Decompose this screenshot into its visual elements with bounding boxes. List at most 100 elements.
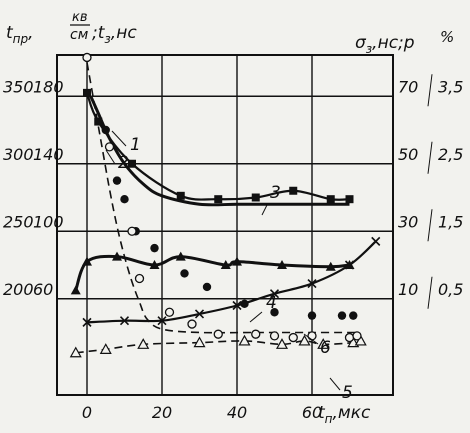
curve-label-5: 5	[342, 383, 353, 403]
y-tick-inner-left-0: 180	[33, 77, 64, 96]
data-point-3-3	[149, 260, 160, 269]
data-point-5-3	[194, 309, 205, 319]
y-tick-inner-left-3: 60	[33, 280, 53, 299]
left-axis-header-rest: ;tз,нс	[92, 23, 137, 46]
data-point-7-1	[104, 142, 115, 152]
series-line-3	[85, 92, 350, 201]
data-point-7-10	[307, 331, 317, 341]
right-axis-header: σз,нс;p	[355, 33, 415, 56]
curve-label-2: 2	[118, 153, 129, 173]
data-point-2-1	[94, 117, 103, 126]
series-line-4	[74, 254, 350, 291]
data-point-6-4	[150, 243, 159, 253]
data-point-2-5	[251, 193, 260, 202]
curve-label-1: 1	[130, 135, 141, 155]
curve-leader-1	[111, 130, 127, 147]
data-point-2-0	[83, 88, 91, 97]
series-line-6	[86, 240, 377, 324]
data-point-3-0	[70, 285, 81, 295]
data-point-5-2	[157, 316, 167, 326]
curve-leader-6	[303, 333, 319, 345]
data-point-5-4	[232, 300, 242, 311]
data-point-3-6	[232, 256, 242, 266]
data-point-6-0	[101, 125, 110, 135]
y-tick-right2-0: 3,5	[438, 77, 463, 96]
curve-label-3: 3	[270, 183, 281, 203]
data-point-6-2	[120, 194, 129, 204]
data-point-7-2	[127, 226, 137, 236]
data-point-2-4	[214, 195, 223, 204]
plot-frame	[56, 54, 394, 396]
data-point-7-11	[344, 332, 355, 343]
y-tick-right2-3: 0,5	[438, 280, 463, 299]
y-tick-right2-1: 2,5	[438, 145, 463, 164]
tick-layer: 0 20 40 60 350 180 70 3,5 300 140 50 2,5 250 100 30 1,5…	[3, 74, 463, 422]
data-point-2-2	[128, 159, 136, 168]
left-axis-header: tпр,	[6, 23, 34, 46]
data-point-4-2	[137, 338, 150, 349]
data-point-5-5	[269, 289, 280, 299]
y-tick-inner-left-1: 140	[33, 145, 64, 164]
right-axis-header-percent: %	[440, 28, 454, 46]
data-point-3-1	[82, 256, 92, 266]
curve-leader-2	[105, 149, 116, 165]
series-layer	[74, 62, 377, 354]
y-tick-right2-2: 1,5	[438, 212, 463, 231]
x-tick-label-1: 20	[152, 403, 172, 422]
data-point-5-0	[82, 317, 92, 327]
grid	[56, 54, 394, 396]
data-point-2-7	[326, 195, 335, 204]
data-point-6-10	[337, 311, 347, 320]
data-point-7-5	[187, 319, 197, 329]
data-point-6-9	[307, 311, 317, 320]
data-point-7-0	[82, 52, 92, 63]
data-point-7-9	[288, 332, 298, 343]
curve-leader-4	[249, 311, 263, 323]
data-point-3-2	[112, 251, 122, 261]
data-point-2-6	[289, 186, 298, 195]
x-tick-label-2: 40	[227, 403, 247, 422]
y-tick-outer-left-2: 250	[3, 212, 34, 231]
data-point-6-1	[112, 176, 122, 185]
y-tick-right-mark-3	[427, 276, 433, 309]
data-point-7-8	[269, 331, 280, 341]
y-tick-right1-0: 70	[398, 77, 418, 96]
data-point-2-3	[176, 191, 185, 200]
y-tick-right1-1: 50	[398, 145, 418, 164]
data-point-3-5	[220, 260, 231, 269]
data-point-7-4	[164, 307, 175, 317]
data-point-4-1	[99, 343, 112, 354]
data-point-2-8	[345, 195, 354, 204]
y-tick-right1-3: 10	[398, 280, 418, 299]
data-point-6-5	[180, 269, 189, 278]
data-point-3-4	[175, 251, 186, 261]
curve-leader-3	[261, 204, 268, 216]
data-point-4-4	[238, 334, 251, 346]
x-axis-label: tп,мкс	[318, 403, 371, 426]
curve-leader-5	[329, 377, 341, 391]
left-axis-header-frac-num: кв	[72, 10, 88, 25]
data-point-6-8	[270, 308, 279, 317]
data-point-6-7	[240, 299, 249, 309]
data-point-6-6	[202, 282, 212, 292]
series-line-5	[75, 340, 361, 354]
data-point-5-8	[371, 236, 381, 246]
y-tick-outer-left-0: 350	[3, 77, 34, 96]
x-tick-label-0: 0	[82, 403, 92, 422]
curve-label-6: 6	[320, 338, 331, 358]
x-tick-label-3: 60	[302, 403, 322, 422]
y-tick-right1-2: 30	[398, 212, 418, 231]
data-point-7-6	[213, 329, 223, 339]
data-point-5-7	[344, 260, 355, 270]
data-point-3-8	[325, 261, 336, 271]
data-point-6-11	[349, 311, 358, 320]
data-point-4-7	[317, 338, 330, 349]
y-tick-right-mark-2	[427, 209, 433, 242]
data-point-4-9	[354, 334, 367, 346]
y-tick-right-mark-0	[427, 74, 433, 107]
marker-layer	[69, 52, 381, 358]
data-point-7-12	[352, 331, 362, 341]
data-point-3-7	[277, 260, 287, 269]
series-line-2	[86, 62, 357, 334]
